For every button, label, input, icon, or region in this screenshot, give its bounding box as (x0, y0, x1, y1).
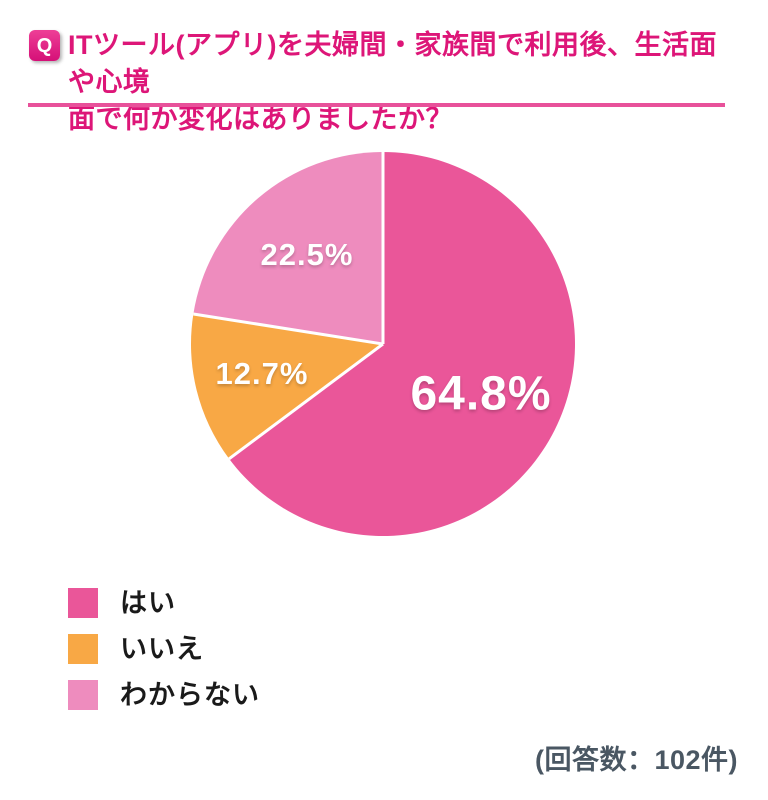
title-underline-divider (28, 103, 725, 107)
chart-legend: はい いいえ わからない (68, 588, 260, 710)
legend-label-no: いいえ (120, 634, 204, 664)
pie-slice-label-no: 12.7% (215, 356, 309, 391)
legend-item-unsure: わからない (68, 680, 260, 710)
pie-slice-label-unsure: 22.5% (260, 237, 354, 272)
pie-slice-separator (228, 342, 384, 461)
legend-label-yes: はい (120, 588, 176, 618)
legend-item-no: いいえ (68, 634, 260, 664)
pie-chart (190, 152, 575, 536)
legend-swatch-yes (68, 588, 98, 618)
legend-swatch-unsure (68, 680, 98, 710)
pie-slice (229, 152, 575, 536)
question-title: ITツール(アプリ)を夫婦間・家族間で利用後、生活面や心境 面で何か変化はありま… (68, 27, 740, 138)
question-title-line1: ITツール(アプリ)を夫婦間・家族間で利用後、生活面や心境 (68, 30, 717, 97)
response-count: (回答数：102件) (534, 745, 738, 775)
pie-slice-label-yes: 64.8% (410, 367, 552, 421)
question-badge-icon: Q (29, 30, 60, 61)
pie-slice (190, 313, 383, 459)
pie-slice (193, 152, 383, 344)
pie-slice-separator (193, 312, 384, 346)
question-title-line2: 面で何か変化はありましたか？ (68, 104, 453, 134)
legend-swatch-no (68, 634, 98, 664)
legend-item-yes: はい (68, 588, 260, 618)
legend-label-unsure: わからない (120, 680, 260, 710)
